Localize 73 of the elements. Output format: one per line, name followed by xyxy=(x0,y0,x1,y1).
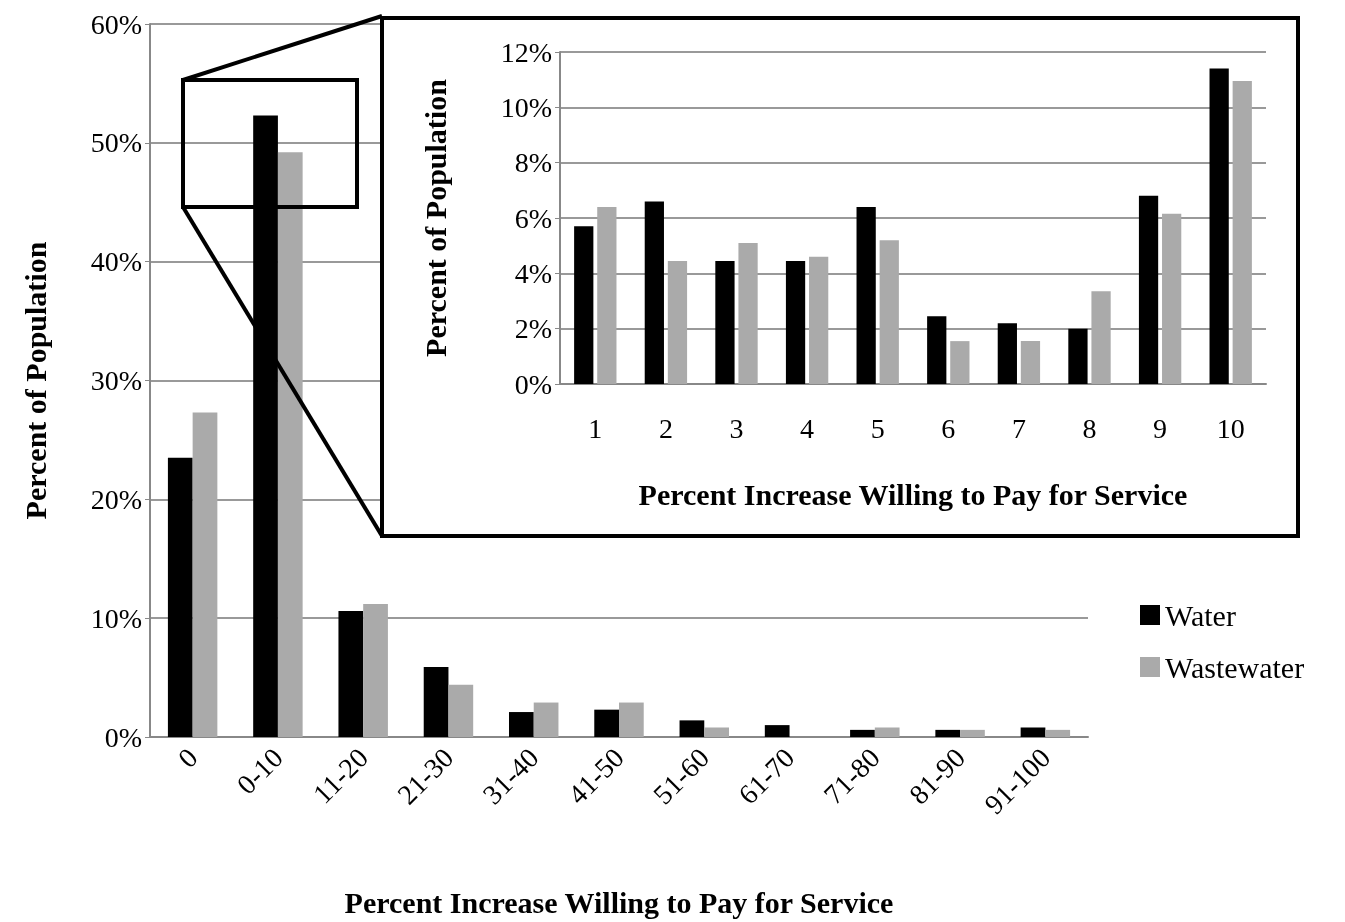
x-tick-label: 10 xyxy=(1216,412,1245,444)
bar xyxy=(1232,81,1252,384)
bar xyxy=(879,240,899,384)
bar xyxy=(253,115,278,737)
x-tick-label: 2 xyxy=(658,412,673,444)
y-tick-label: 0% xyxy=(514,368,552,400)
y-tick-label: 2% xyxy=(514,313,552,345)
bar xyxy=(277,152,303,737)
y-tick-label: 10% xyxy=(90,602,142,634)
bar xyxy=(1091,291,1111,384)
bar xyxy=(764,725,790,737)
bar xyxy=(192,412,218,737)
bar xyxy=(1020,341,1041,384)
y-tick-label: 60% xyxy=(90,8,142,40)
bar xyxy=(997,323,1017,384)
bar xyxy=(960,729,985,737)
bar xyxy=(423,666,449,737)
bar xyxy=(1068,328,1088,384)
bar xyxy=(679,720,705,737)
legend-label: Wastewater xyxy=(1165,650,1305,684)
bar xyxy=(644,201,664,384)
bar xyxy=(667,260,688,384)
bar xyxy=(935,729,961,737)
bar xyxy=(874,727,900,737)
bar xyxy=(1209,68,1229,384)
bar xyxy=(785,260,806,384)
y-tick-label: 4% xyxy=(514,257,552,289)
bar xyxy=(715,260,735,384)
bar xyxy=(363,603,388,737)
x-tick-label: 6 xyxy=(941,412,956,444)
bar xyxy=(619,702,644,737)
y-axis-title: Percent of Population xyxy=(18,241,52,520)
bar xyxy=(509,712,534,737)
bar xyxy=(338,611,364,737)
y-tick-label: 50% xyxy=(90,127,142,159)
y-tick-label: 40% xyxy=(90,246,142,278)
bar xyxy=(1162,213,1182,384)
x-tick-label: 8 xyxy=(1082,412,1097,444)
y-tick-label: 0% xyxy=(104,721,142,753)
bar xyxy=(704,727,729,737)
bar xyxy=(574,226,594,384)
x-tick-label: 4 xyxy=(800,412,815,444)
x-tick-label: 3 xyxy=(729,412,744,444)
y-tick-label: 20% xyxy=(90,483,142,515)
bar xyxy=(1045,729,1071,737)
x-tick-label: 9 xyxy=(1153,412,1168,444)
bar xyxy=(738,242,758,384)
x-tick-label: 1 xyxy=(588,412,603,444)
x-tick-label: 5 xyxy=(870,412,885,444)
bar xyxy=(1138,195,1159,384)
x-tick-label: 7 xyxy=(1011,412,1026,444)
bar xyxy=(809,256,829,384)
y-tick-label: 12% xyxy=(500,36,552,68)
bar xyxy=(850,729,875,737)
bar xyxy=(594,709,619,737)
x-tick-label: 0-10 xyxy=(230,742,289,801)
x-axis-title: Percent Increase Willing to Pay for Service xyxy=(344,885,894,919)
legend-label: Water xyxy=(1165,598,1236,632)
bar xyxy=(927,316,947,384)
bar xyxy=(597,206,617,384)
bar xyxy=(533,702,559,737)
bar xyxy=(1020,727,1046,737)
bar xyxy=(448,684,474,737)
y-tick-label: 6% xyxy=(514,202,552,234)
y-axis-title: Percent of Population xyxy=(418,78,452,357)
bar xyxy=(167,457,193,737)
bar xyxy=(950,341,970,384)
bar xyxy=(856,206,876,384)
y-tick-label: 8% xyxy=(514,147,552,179)
x-tick-label: 0 xyxy=(171,742,204,774)
x-axis-title: Percent Increase Willing to Pay for Service xyxy=(638,477,1188,511)
y-tick-label: 30% xyxy=(90,365,142,396)
y-tick-label: 10% xyxy=(500,91,552,123)
